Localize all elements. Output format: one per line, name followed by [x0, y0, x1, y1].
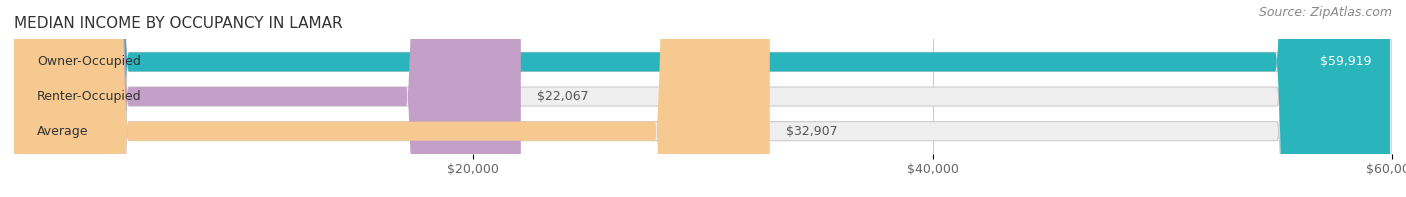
FancyBboxPatch shape [14, 0, 1392, 197]
Text: MEDIAN INCOME BY OCCUPANCY IN LAMAR: MEDIAN INCOME BY OCCUPANCY IN LAMAR [14, 16, 343, 31]
Text: $32,907: $32,907 [786, 125, 838, 138]
Text: Source: ZipAtlas.com: Source: ZipAtlas.com [1258, 6, 1392, 19]
FancyBboxPatch shape [14, 0, 520, 197]
Text: Average: Average [37, 125, 89, 138]
FancyBboxPatch shape [14, 0, 1392, 197]
FancyBboxPatch shape [14, 0, 769, 197]
FancyBboxPatch shape [14, 0, 1392, 197]
FancyBboxPatch shape [14, 0, 1391, 197]
Text: $59,919: $59,919 [1320, 55, 1372, 68]
Text: Owner-Occupied: Owner-Occupied [37, 55, 141, 68]
Text: Renter-Occupied: Renter-Occupied [37, 90, 142, 103]
Text: $22,067: $22,067 [537, 90, 589, 103]
